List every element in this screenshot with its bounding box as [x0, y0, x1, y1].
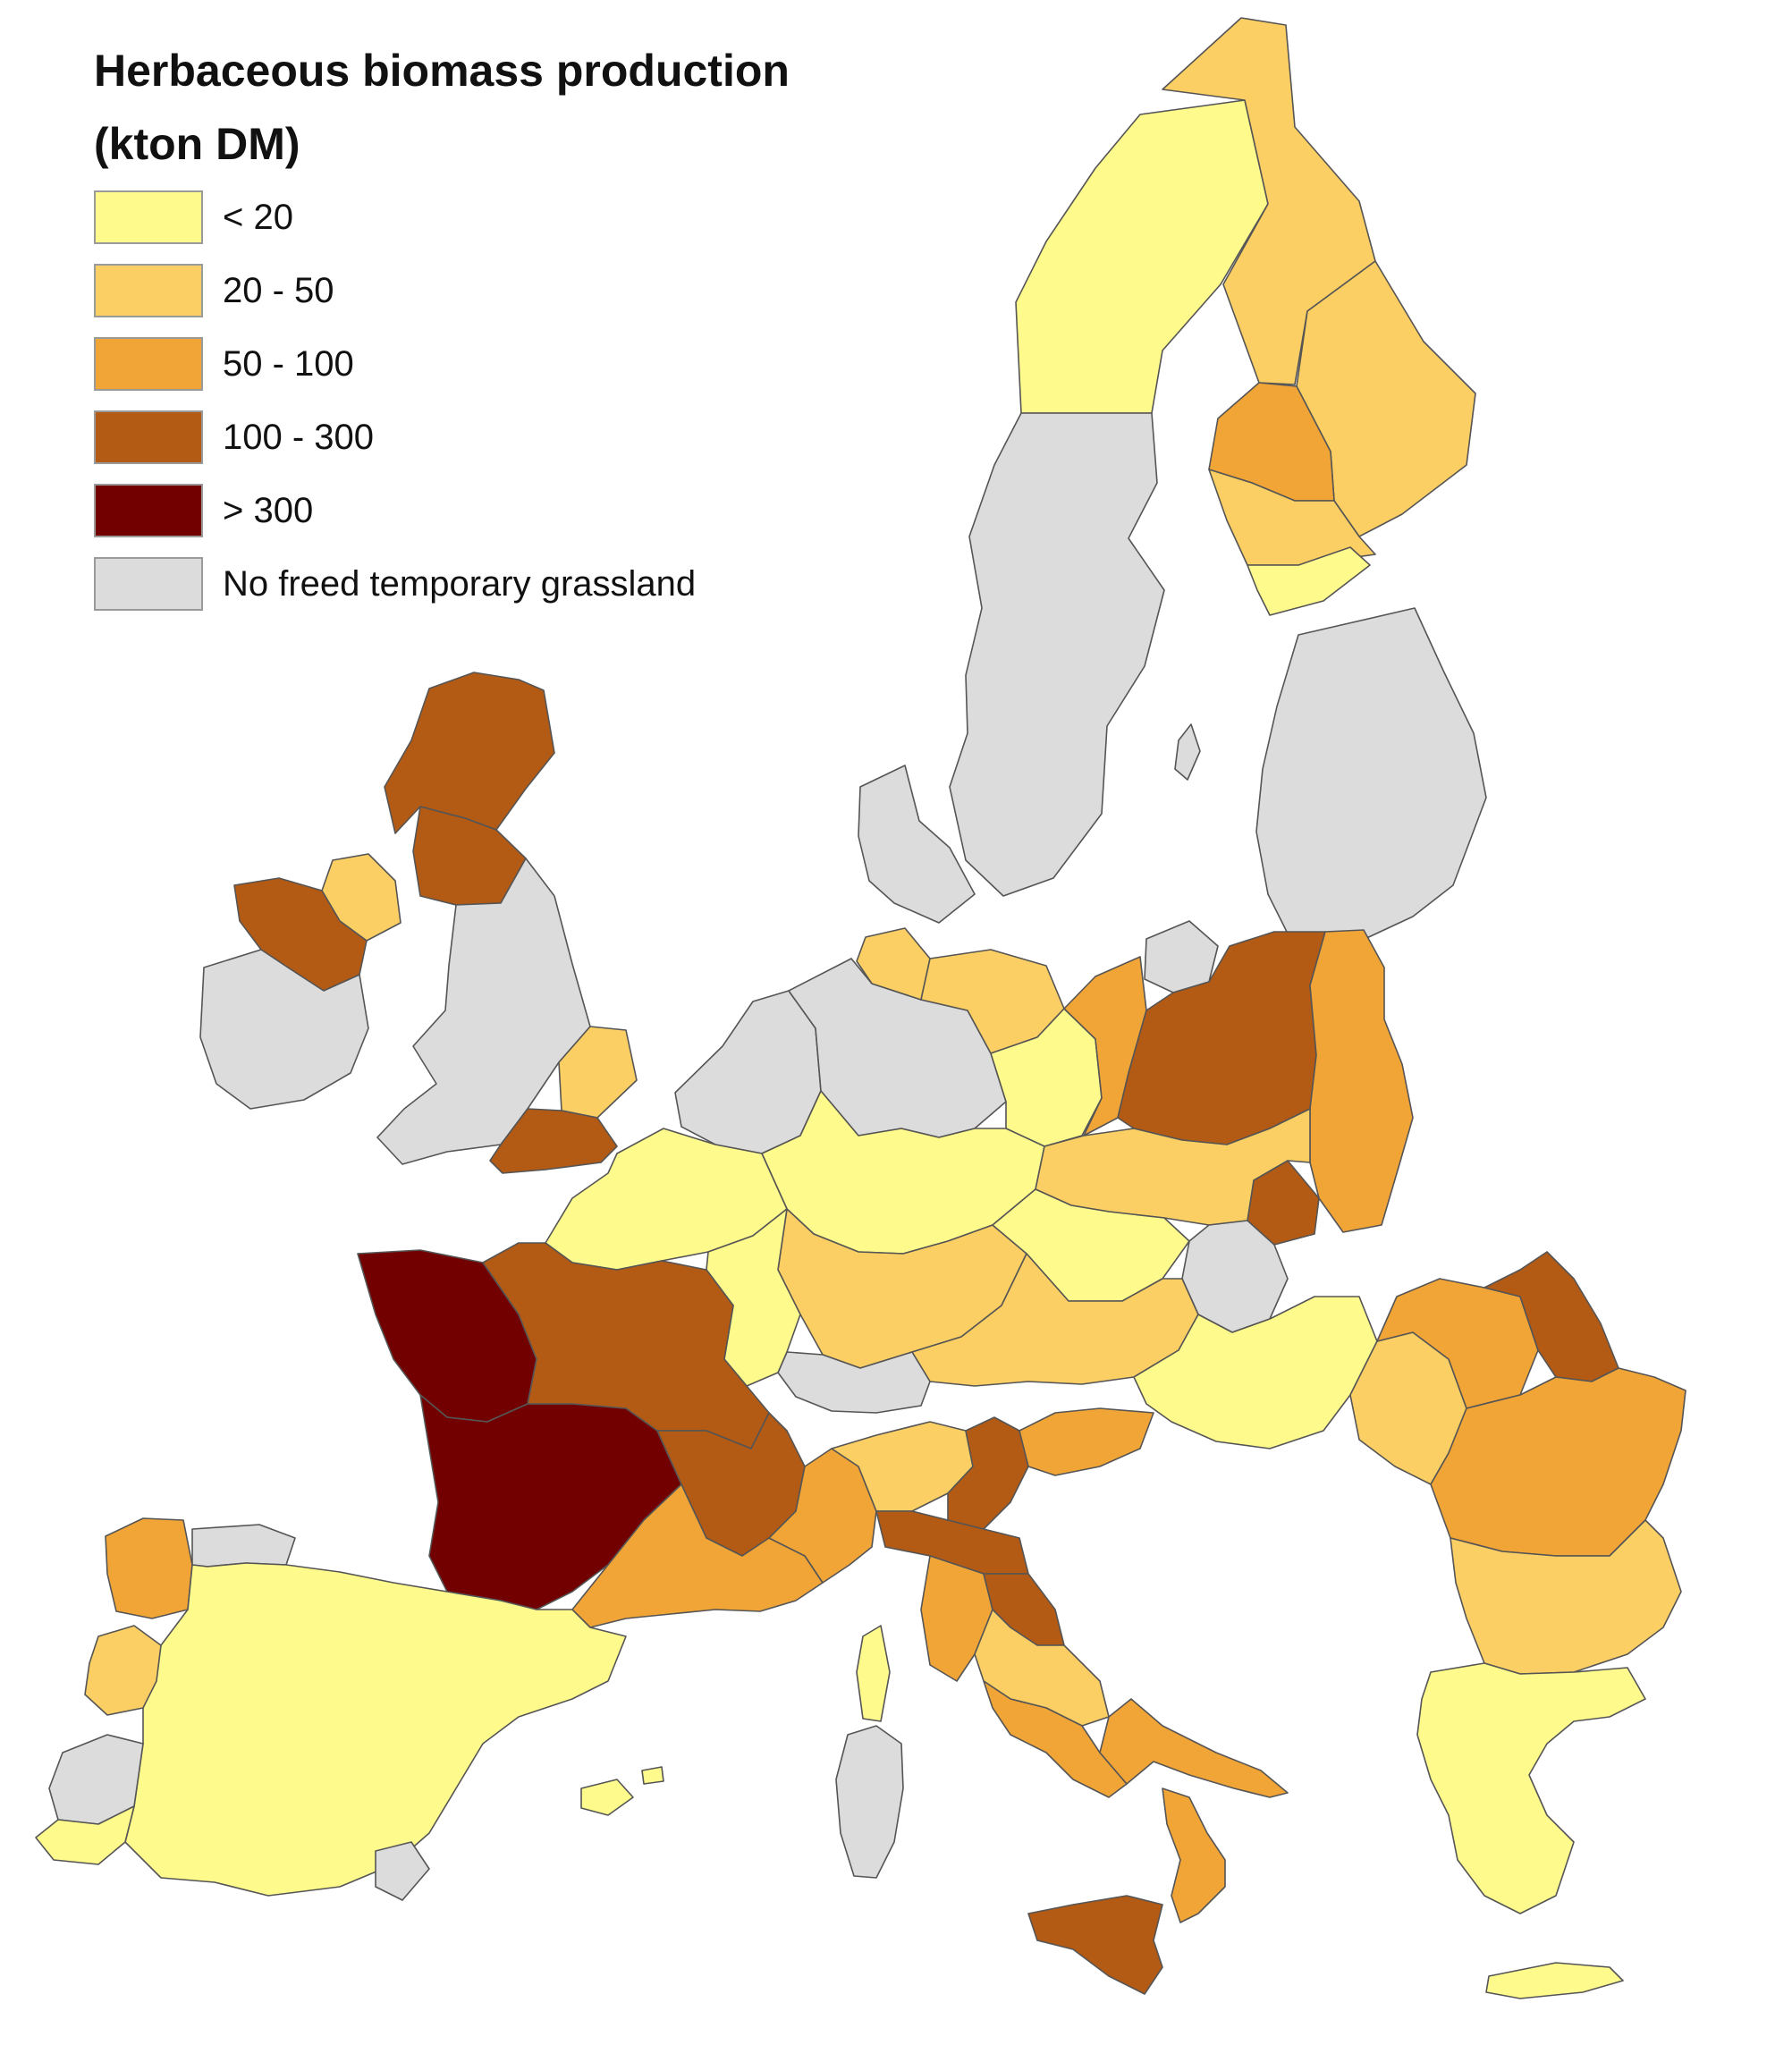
legend-swatch [94, 337, 203, 391]
legend-item: 50 - 100 [94, 327, 899, 401]
region-sardinia [835, 1725, 904, 1879]
region-north-west-italy [768, 1448, 877, 1584]
region-south-romania [1430, 1367, 1686, 1557]
legend-item: 20 - 50 [94, 254, 899, 327]
legend-label: 100 - 300 [223, 417, 375, 457]
region-gotland [1174, 723, 1201, 781]
region-east-poland [1309, 929, 1414, 1233]
region-friuli-slovenia [1019, 1407, 1154, 1476]
legend-swatch [94, 410, 203, 464]
region-austria [911, 1253, 1199, 1387]
legend-item: > 300 [94, 474, 899, 547]
legend-swatch [94, 190, 203, 244]
region-andalusia-west [375, 1841, 430, 1901]
region-south-england [489, 1108, 618, 1174]
region-central-france [482, 1242, 770, 1449]
legend-label: 50 - 100 [223, 343, 354, 384]
legend-title-line2: (kton DM) [94, 119, 300, 169]
region-south-east-france [571, 1483, 824, 1628]
region-balearic-islands [580, 1766, 664, 1816]
region-north-sweden [1015, 99, 1269, 414]
legend-swatch [94, 264, 203, 317]
region-calabria [1162, 1787, 1226, 1923]
region-corsica [856, 1625, 891, 1722]
legend-item: 100 - 300 [94, 401, 899, 474]
legend-label: < 20 [223, 197, 293, 237]
map-legend: Herbaceous biomass production (kton DM) … [94, 34, 899, 621]
region-denmark [858, 765, 976, 924]
region-crete [1485, 1962, 1624, 1999]
region-north-scotland [384, 672, 555, 834]
region-south-portugal [35, 1805, 135, 1865]
legend-swatch [94, 484, 203, 537]
region-switzerland [777, 1351, 931, 1414]
region-galicia [105, 1517, 193, 1619]
legend-label: No freed temporary grassland [223, 563, 697, 604]
region-baltics [1255, 607, 1487, 949]
legend-title-line1: Herbaceous biomass production [94, 46, 790, 96]
region-greece [1416, 1662, 1646, 1914]
region-brandenburg [990, 1008, 1103, 1147]
region-south-ireland [199, 949, 369, 1110]
legend-label: 20 - 50 [223, 270, 334, 310]
region-sweden-central-south [949, 412, 1165, 897]
region-sicily [1027, 1895, 1163, 1995]
region-puglia [1099, 1698, 1289, 1798]
legend-label: > 300 [223, 490, 314, 530]
region-asturias-cantabria [191, 1524, 296, 1568]
region-emilia-romagna [875, 1510, 1029, 1575]
region-north-portugal [84, 1625, 162, 1716]
region-veneto [947, 1416, 1029, 1530]
region-north-france [545, 1128, 788, 1271]
region-england-wales [376, 858, 591, 1165]
region-south-italy [983, 1680, 1128, 1798]
legend-swatch [94, 557, 203, 611]
legend-item: No freed temporary grassland [94, 547, 899, 621]
legend-item: < 20 [94, 181, 899, 254]
region-south-finland [1208, 469, 1376, 566]
region-benelux [674, 990, 822, 1154]
region-spain [124, 1562, 627, 1897]
region-helsinki-region [1247, 546, 1371, 616]
region-bulgaria [1450, 1519, 1682, 1675]
